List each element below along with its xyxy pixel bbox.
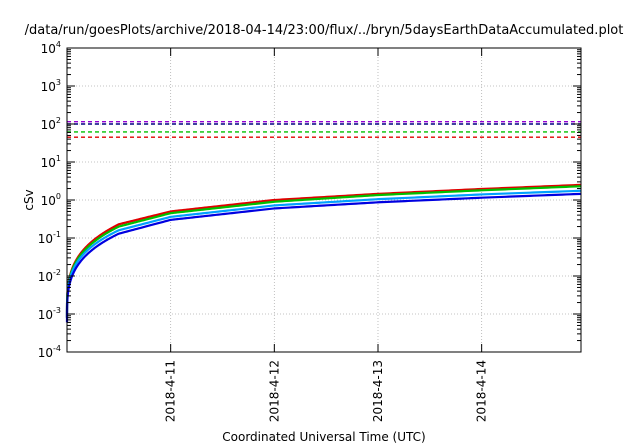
y-tick-label: 104 [41,40,61,56]
y-tick-exponent: -2 [53,268,61,277]
y-tick-base: 10 [38,232,53,246]
series-lines [65,183,582,323]
y-tick-base: 10 [41,80,56,94]
y-tick-exponent: -1 [53,230,61,239]
y-tick-base: 10 [38,346,53,360]
y-tick-exponent: 1 [56,154,61,163]
y-tick-label: 103 [41,78,61,94]
y-tick-label: 10-3 [38,306,61,322]
x-tick-label: 2018-4-11 [164,360,178,422]
y-tick-exponent: 4 [56,40,61,49]
y-tick-label: 101 [41,154,61,170]
y-tick-exponent: 3 [56,78,61,87]
series-line [65,189,582,318]
series-line [65,185,582,318]
y-tick-exponent: -3 [53,306,61,315]
y-tick-label: 100 [41,192,61,208]
y-tick-label: 10-2 [38,268,61,284]
series-line [65,192,582,323]
y-tick-base: 10 [41,118,56,132]
plot-frame [66,47,582,353]
x-tick-label: 2018-4-13 [371,360,385,422]
y-tick-label: 102 [41,116,61,132]
x-tick-label: 2018-4-12 [267,360,281,422]
x-axis-label: Coordinated Universal Time (UTC) [222,430,425,444]
y-tick-exponent: 0 [56,192,61,201]
y-tick-base: 10 [41,42,56,56]
chart-title: /data/run/goesPlots/archive/2018-04-14/2… [25,23,624,38]
threshold-lines [67,120,581,138]
y-tick-label: 10-1 [38,230,61,246]
y-tick-exponent: 2 [56,116,61,125]
y-tick-exponent: -4 [53,344,61,353]
x-tick-label: 2018-4-14 [475,360,489,422]
y-tick-base: 10 [38,270,53,284]
grid-lines [67,48,581,352]
y-tick-label: 10-4 [38,344,61,360]
y-tick-base: 10 [41,194,56,208]
y-axis-label: cSv [22,189,36,210]
y-tick-base: 10 [41,156,56,170]
y-tick-base: 10 [38,308,53,322]
x-axis-ticks: 2018-4-11 2018-4-12 2018-4-13 2018-4-14 [164,48,489,422]
